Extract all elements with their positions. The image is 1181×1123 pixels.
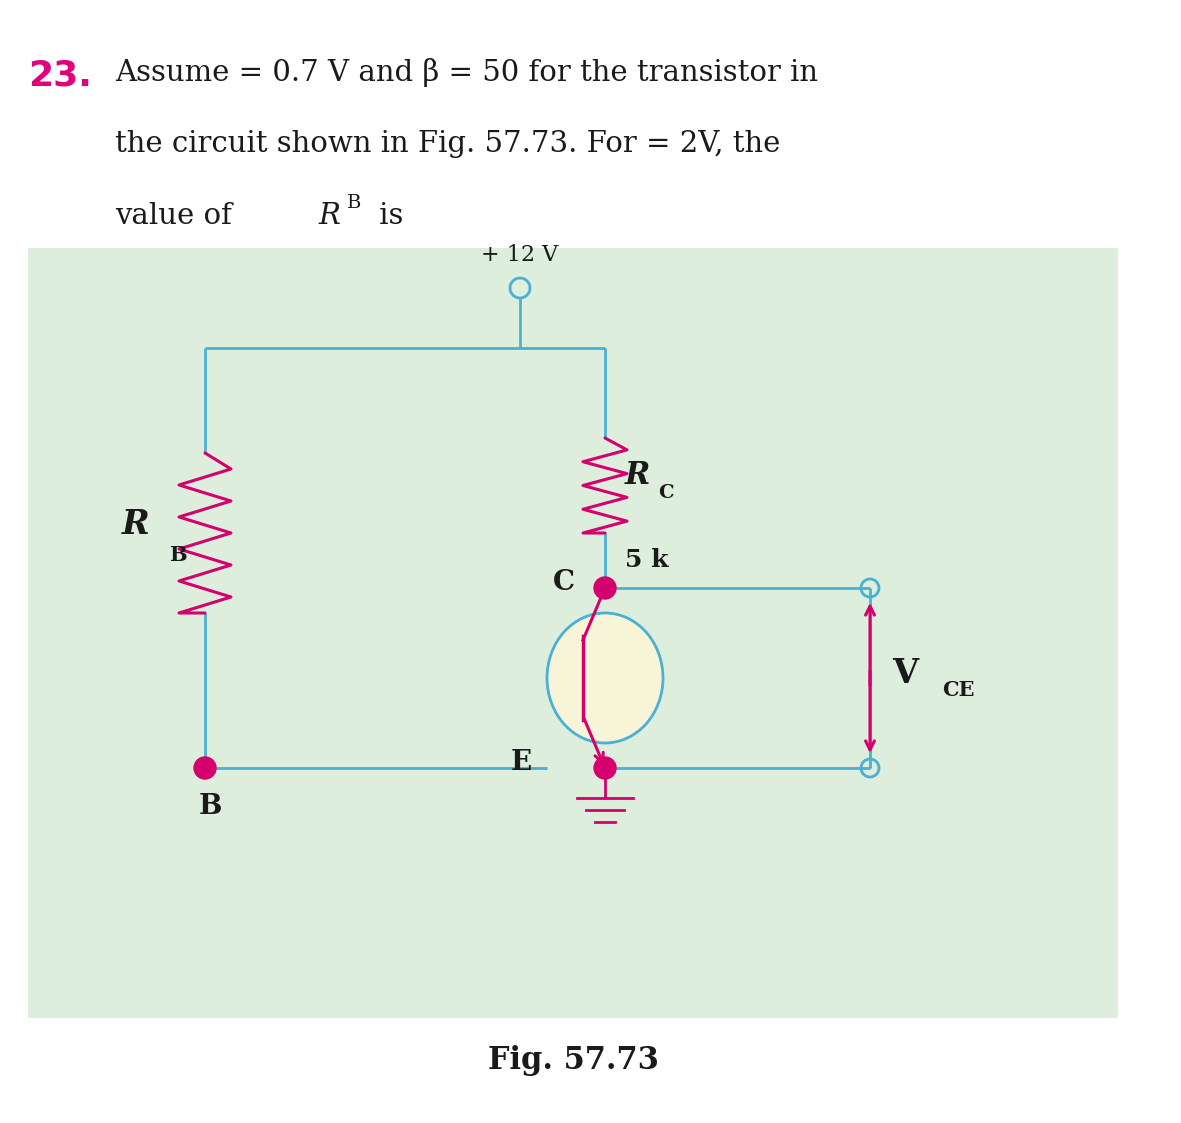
Text: C: C: [658, 484, 673, 502]
Ellipse shape: [547, 613, 663, 743]
Text: 5 k: 5 k: [625, 548, 668, 572]
Text: R: R: [318, 202, 340, 230]
Text: E: E: [511, 749, 531, 776]
Text: Assume = 0.7 V and β = 50 for the transistor in: Assume = 0.7 V and β = 50 for the transi…: [115, 58, 818, 86]
Text: CE: CE: [942, 681, 974, 700]
Text: R: R: [123, 509, 150, 541]
Text: C: C: [553, 568, 575, 595]
Text: the circuit shown in Fig. 57.73. For = 2V, the: the circuit shown in Fig. 57.73. For = 2…: [115, 130, 781, 158]
Text: R: R: [625, 460, 651, 491]
Text: is: is: [370, 202, 404, 230]
Text: V: V: [892, 657, 918, 690]
Circle shape: [194, 757, 216, 779]
Text: B: B: [169, 545, 187, 565]
Text: value of: value of: [115, 202, 241, 230]
Circle shape: [594, 757, 616, 779]
Text: + 12 V: + 12 V: [482, 244, 559, 266]
Text: Fig. 57.73: Fig. 57.73: [488, 1046, 659, 1077]
Text: 23.: 23.: [28, 58, 92, 92]
Circle shape: [594, 577, 616, 599]
FancyBboxPatch shape: [28, 248, 1118, 1019]
Text: B: B: [198, 793, 222, 820]
Text: B: B: [347, 194, 361, 212]
